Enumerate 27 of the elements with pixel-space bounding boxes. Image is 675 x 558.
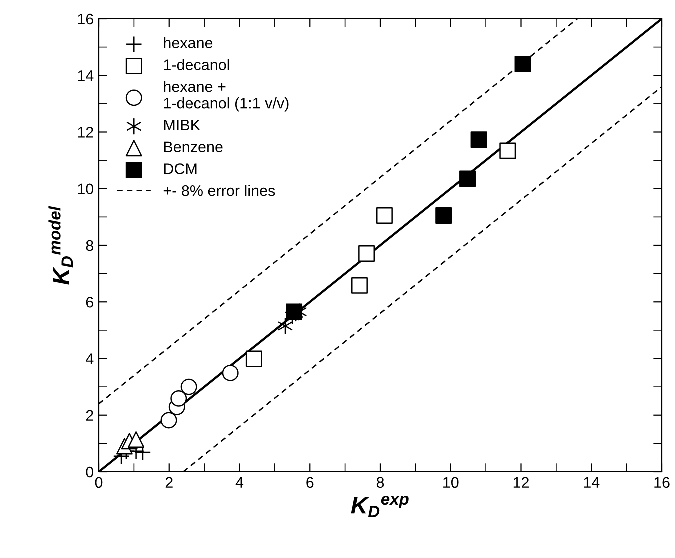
- x-tick-label: 10: [444, 477, 459, 488]
- legend-label: 1-decanol: [164, 59, 230, 70]
- x-tick-label: 14: [584, 477, 600, 488]
- y-tick-label: 14: [78, 70, 94, 82]
- legend-label: hexane + 1-decanol (1:1 v/v): [164, 81, 289, 112]
- x-tick-label: 2: [166, 477, 173, 488]
- y-axis-title: K$_{D}$$^{model}$: [48, 206, 74, 285]
- legend-label: +- 8% error lines: [164, 185, 276, 196]
- legend-label: DCM: [164, 164, 197, 174]
- y-tick-label: 16: [78, 14, 94, 25]
- y-tick-label: 12: [78, 127, 94, 138]
- y-tick-label: 6: [86, 296, 94, 308]
- y-tick-label: 10: [78, 184, 94, 195]
- y-tick-label: 0: [86, 466, 94, 478]
- x-tick-label: 16: [654, 477, 670, 488]
- y-tick-label: 2: [86, 410, 94, 421]
- x-tick-label: 12: [514, 477, 529, 488]
- legend-label: MIBK: [164, 120, 200, 131]
- legend-label: Benzene: [164, 142, 223, 153]
- y-tick-label: 8: [86, 240, 94, 252]
- x-tick-label: 0: [95, 477, 103, 488]
- y-tick-label: 4: [86, 354, 94, 364]
- x-tick-label: 6: [306, 477, 314, 488]
- x-tick-label: 8: [376, 477, 384, 488]
- x-axis-title: K$_{D}$$^{exp}$: [351, 496, 409, 518]
- x-tick-label: 4: [236, 477, 244, 488]
- legend-label: hexane: [164, 37, 213, 49]
